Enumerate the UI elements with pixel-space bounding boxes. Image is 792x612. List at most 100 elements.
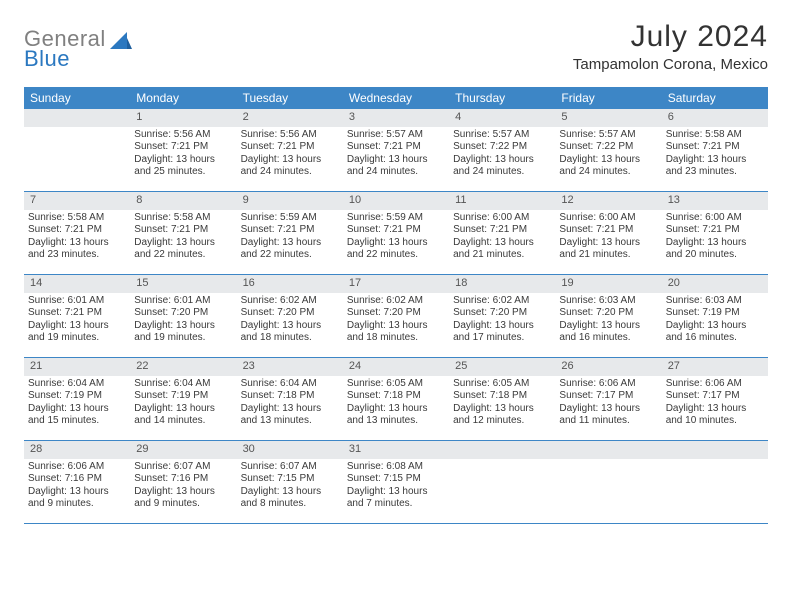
- daylight-line: Daylight: 13 hours and 9 minutes.: [134, 486, 232, 511]
- daylight-line: Daylight: 13 hours and 13 minutes.: [241, 403, 339, 428]
- sunrise-line: Sunrise: 5:58 AM: [28, 212, 126, 225]
- sunset-line: Sunset: 7:19 PM: [666, 307, 764, 320]
- day-number: 1: [130, 109, 236, 127]
- week-row: 1Sunrise: 5:56 AMSunset: 7:21 PMDaylight…: [24, 109, 768, 192]
- sunset-line: Sunset: 7:16 PM: [28, 473, 126, 486]
- daylight-line: Daylight: 13 hours and 15 minutes.: [28, 403, 126, 428]
- day-cell: 9Sunrise: 5:59 AMSunset: 7:21 PMDaylight…: [237, 192, 343, 274]
- sunrise-line: Sunrise: 6:04 AM: [134, 378, 232, 391]
- day-number: 16: [237, 275, 343, 293]
- day-header-friday: Friday: [555, 87, 661, 109]
- day-cell: 28Sunrise: 6:06 AMSunset: 7:16 PMDayligh…: [24, 441, 130, 523]
- week-row: 14Sunrise: 6:01 AMSunset: 7:21 PMDayligh…: [24, 275, 768, 358]
- day-content: Sunrise: 6:01 AMSunset: 7:21 PMDaylight:…: [24, 293, 130, 349]
- daylight-line: Daylight: 13 hours and 7 minutes.: [347, 486, 445, 511]
- day-content: Sunrise: 5:57 AMSunset: 7:22 PMDaylight:…: [555, 127, 661, 183]
- day-content: Sunrise: 5:59 AMSunset: 7:21 PMDaylight:…: [237, 210, 343, 266]
- daylight-line: Daylight: 13 hours and 8 minutes.: [241, 486, 339, 511]
- day-header-thursday: Thursday: [449, 87, 555, 109]
- sunset-line: Sunset: 7:21 PM: [666, 141, 764, 154]
- day-cell: [24, 109, 130, 191]
- day-number: [555, 441, 661, 459]
- daylight-line: Daylight: 13 hours and 22 minutes.: [134, 237, 232, 262]
- day-cell: 30Sunrise: 6:07 AMSunset: 7:15 PMDayligh…: [237, 441, 343, 523]
- day-content: Sunrise: 5:56 AMSunset: 7:21 PMDaylight:…: [130, 127, 236, 183]
- day-number: 30: [237, 441, 343, 459]
- sunrise-line: Sunrise: 5:57 AM: [347, 129, 445, 142]
- sunset-line: Sunset: 7:22 PM: [453, 141, 551, 154]
- daylight-line: Daylight: 13 hours and 24 minutes.: [453, 154, 551, 179]
- day-number: 9: [237, 192, 343, 210]
- day-content: Sunrise: 6:03 AMSunset: 7:19 PMDaylight:…: [662, 293, 768, 349]
- day-cell: [449, 441, 555, 523]
- logo-text-blue: Blue: [24, 46, 70, 71]
- sunset-line: Sunset: 7:20 PM: [134, 307, 232, 320]
- day-number: 4: [449, 109, 555, 127]
- sunrise-line: Sunrise: 5:57 AM: [453, 129, 551, 142]
- day-number: 15: [130, 275, 236, 293]
- sunset-line: Sunset: 7:18 PM: [453, 390, 551, 403]
- daylight-line: Daylight: 13 hours and 24 minutes.: [559, 154, 657, 179]
- day-cell: 2Sunrise: 5:56 AMSunset: 7:21 PMDaylight…: [237, 109, 343, 191]
- day-content: Sunrise: 6:07 AMSunset: 7:16 PMDaylight:…: [130, 459, 236, 515]
- day-cell: 8Sunrise: 5:58 AMSunset: 7:21 PMDaylight…: [130, 192, 236, 274]
- sunset-line: Sunset: 7:21 PM: [134, 141, 232, 154]
- day-content: Sunrise: 6:02 AMSunset: 7:20 PMDaylight:…: [343, 293, 449, 349]
- day-number: 29: [130, 441, 236, 459]
- daylight-line: Daylight: 13 hours and 10 minutes.: [666, 403, 764, 428]
- page: General July 2024 Tampamolon Corona, Mex…: [0, 0, 792, 544]
- sunset-line: Sunset: 7:18 PM: [241, 390, 339, 403]
- week-row: 21Sunrise: 6:04 AMSunset: 7:19 PMDayligh…: [24, 358, 768, 441]
- day-cell: 20Sunrise: 6:03 AMSunset: 7:19 PMDayligh…: [662, 275, 768, 357]
- day-number: 21: [24, 358, 130, 376]
- day-content: Sunrise: 6:02 AMSunset: 7:20 PMDaylight:…: [237, 293, 343, 349]
- day-number: 5: [555, 109, 661, 127]
- logo-triangle-icon: [110, 32, 132, 50]
- daylight-line: Daylight: 13 hours and 17 minutes.: [453, 320, 551, 345]
- sunset-line: Sunset: 7:21 PM: [453, 224, 551, 237]
- daylight-line: Daylight: 13 hours and 12 minutes.: [453, 403, 551, 428]
- sunset-line: Sunset: 7:21 PM: [241, 224, 339, 237]
- sunrise-line: Sunrise: 5:57 AM: [559, 129, 657, 142]
- sunset-line: Sunset: 7:21 PM: [134, 224, 232, 237]
- day-number: 26: [555, 358, 661, 376]
- day-cell: 29Sunrise: 6:07 AMSunset: 7:16 PMDayligh…: [130, 441, 236, 523]
- day-content: Sunrise: 6:07 AMSunset: 7:15 PMDaylight:…: [237, 459, 343, 515]
- day-content: Sunrise: 6:00 AMSunset: 7:21 PMDaylight:…: [449, 210, 555, 266]
- daylight-line: Daylight: 13 hours and 19 minutes.: [28, 320, 126, 345]
- daylight-line: Daylight: 13 hours and 24 minutes.: [241, 154, 339, 179]
- daylight-line: Daylight: 13 hours and 21 minutes.: [453, 237, 551, 262]
- sunrise-line: Sunrise: 6:00 AM: [453, 212, 551, 225]
- day-number: 3: [343, 109, 449, 127]
- sunrise-line: Sunrise: 6:04 AM: [28, 378, 126, 391]
- sunrise-line: Sunrise: 6:01 AM: [134, 295, 232, 308]
- day-content: Sunrise: 6:08 AMSunset: 7:15 PMDaylight:…: [343, 459, 449, 515]
- sunrise-line: Sunrise: 6:05 AM: [347, 378, 445, 391]
- daylight-line: Daylight: 13 hours and 18 minutes.: [241, 320, 339, 345]
- daylight-line: Daylight: 13 hours and 22 minutes.: [241, 237, 339, 262]
- sunrise-line: Sunrise: 6:06 AM: [559, 378, 657, 391]
- sunset-line: Sunset: 7:15 PM: [241, 473, 339, 486]
- day-number: 2: [237, 109, 343, 127]
- day-number: 10: [343, 192, 449, 210]
- daylight-line: Daylight: 13 hours and 11 minutes.: [559, 403, 657, 428]
- sunrise-line: Sunrise: 6:02 AM: [347, 295, 445, 308]
- day-number: 19: [555, 275, 661, 293]
- day-number: 20: [662, 275, 768, 293]
- day-cell: 21Sunrise: 6:04 AMSunset: 7:19 PMDayligh…: [24, 358, 130, 440]
- day-cell: 7Sunrise: 5:58 AMSunset: 7:21 PMDaylight…: [24, 192, 130, 274]
- sunset-line: Sunset: 7:20 PM: [347, 307, 445, 320]
- day-content: Sunrise: 6:01 AMSunset: 7:20 PMDaylight:…: [130, 293, 236, 349]
- sunset-line: Sunset: 7:16 PM: [134, 473, 232, 486]
- header: General July 2024 Tampamolon Corona, Mex…: [24, 20, 768, 73]
- day-cell: 10Sunrise: 5:59 AMSunset: 7:21 PMDayligh…: [343, 192, 449, 274]
- day-content: Sunrise: 6:05 AMSunset: 7:18 PMDaylight:…: [449, 376, 555, 432]
- day-cell: [662, 441, 768, 523]
- day-cell: 16Sunrise: 6:02 AMSunset: 7:20 PMDayligh…: [237, 275, 343, 357]
- sunrise-line: Sunrise: 6:02 AM: [241, 295, 339, 308]
- day-number: 27: [662, 358, 768, 376]
- daylight-line: Daylight: 13 hours and 20 minutes.: [666, 237, 764, 262]
- day-cell: 19Sunrise: 6:03 AMSunset: 7:20 PMDayligh…: [555, 275, 661, 357]
- daylight-line: Daylight: 13 hours and 18 minutes.: [347, 320, 445, 345]
- sunrise-line: Sunrise: 6:07 AM: [241, 461, 339, 474]
